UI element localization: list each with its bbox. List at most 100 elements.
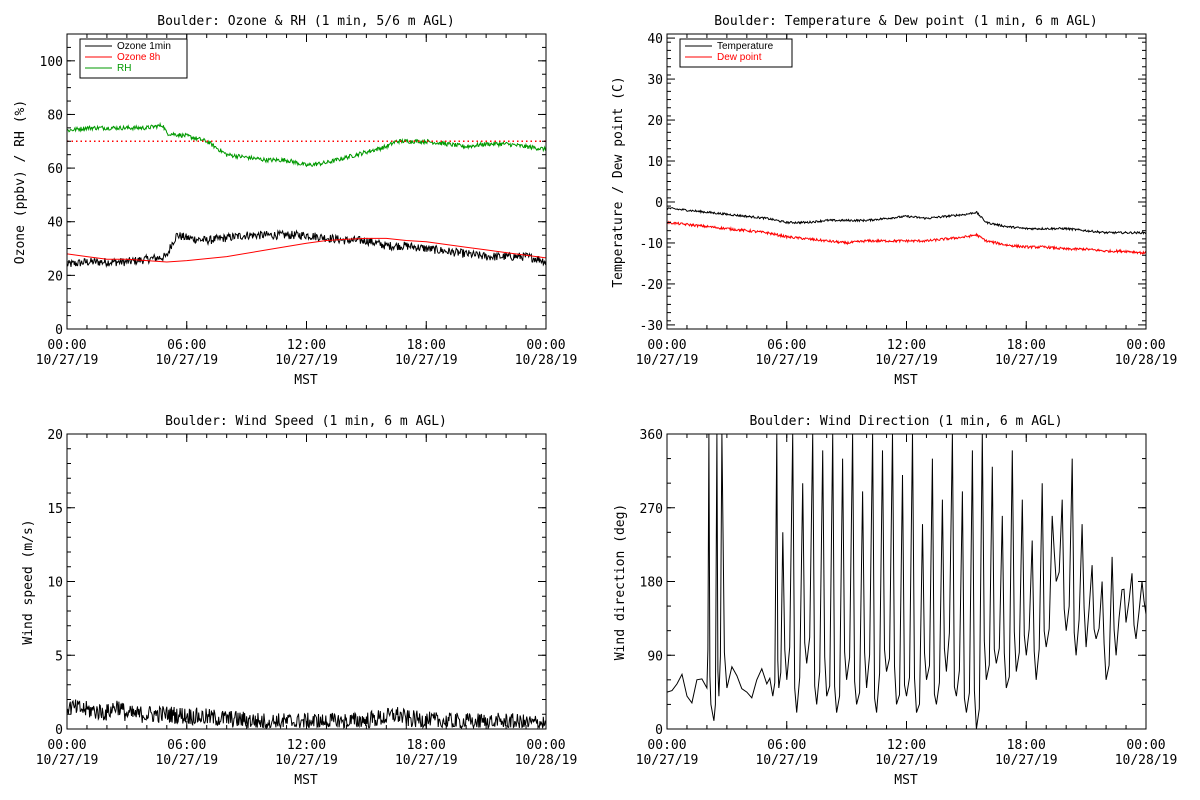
chart-title: Boulder: Wind Direction (1 min, 6 m AGL)	[749, 414, 1062, 429]
y-tick-label: 40	[47, 216, 63, 231]
x-tick-date-label: 10/27/19	[995, 753, 1058, 768]
series-line	[67, 229, 546, 268]
series-group	[667, 434, 1146, 729]
x-tick-date-label: 10/27/19	[155, 353, 218, 368]
x-tick-date-label: 10/27/19	[275, 353, 338, 368]
y-axis-label: Wind direction (deg)	[613, 504, 628, 661]
x-tick-date-label: 10/27/19	[755, 753, 818, 768]
x-tick-label: 12:00	[287, 738, 326, 753]
y-tick-label: 0	[655, 723, 663, 738]
chart-title: Boulder: Ozone & RH (1 min, 5/6 m AGL)	[157, 14, 454, 29]
y-tick-label: 40	[647, 32, 663, 47]
x-tick-label: 00:00	[47, 338, 86, 353]
x-tick-label: 18:00	[1007, 338, 1046, 353]
y-tick-label: 80	[47, 108, 63, 123]
legend-box	[679, 38, 793, 68]
y-tick-label: 0	[655, 196, 663, 211]
x-tick-date-label: 10/27/19	[995, 353, 1058, 368]
x-tick-label: 00:00	[1126, 738, 1165, 753]
x-tick-date-label: 10/27/19	[155, 753, 218, 768]
series-group	[67, 121, 546, 268]
series-group	[667, 207, 1146, 256]
x-tick-label: 12:00	[887, 738, 926, 753]
y-tick-label: 10	[647, 155, 663, 170]
series-line	[67, 237, 546, 263]
y-tick-label: 5	[55, 649, 63, 664]
y-tick-label: -20	[640, 278, 663, 293]
chart-panel-wind-speed: Boulder: Wind Speed (1 min, 6 m AGL) Win…	[21, 414, 577, 788]
legend-entry: Ozone 1min	[117, 41, 171, 52]
y-tick-label: 0	[55, 323, 63, 338]
x-tick-date-label: 10/27/19	[275, 753, 338, 768]
x-tick-label: 00:00	[647, 738, 686, 753]
x-tick-date-label: 10/27/19	[36, 353, 99, 368]
y-tick-label: -30	[640, 319, 663, 334]
legend-entry: RH	[117, 63, 131, 74]
x-tick-date-label: 10/27/19	[395, 753, 458, 768]
chart-panel-wind-direction: Boulder: Wind Direction (1 min, 6 m AGL)…	[613, 414, 1177, 788]
x-tick-label: 12:00	[287, 338, 326, 353]
legend-entry: Ozone 8h	[117, 52, 160, 63]
x-axis-label: MST	[894, 373, 918, 388]
y-tick-label: 360	[640, 428, 663, 443]
y-tick-label: 20	[47, 428, 63, 443]
x-axis-label: MST	[294, 373, 318, 388]
chart-title: Boulder: Wind Speed (1 min, 6 m AGL)	[165, 414, 447, 429]
x-tick-label: 12:00	[887, 338, 926, 353]
series-line	[667, 220, 1146, 256]
x-tick-label: 00:00	[47, 738, 86, 753]
x-tick-date-label: 10/27/19	[395, 353, 458, 368]
x-tick-label: 06:00	[767, 338, 806, 353]
chart-panel-ozone-rh: Boulder: Ozone & RH (1 min, 5/6 m AGL) O…	[13, 14, 577, 388]
x-tick-date-label: 10/28/19	[515, 353, 578, 368]
y-tick-label: -10	[640, 237, 663, 252]
series-line	[667, 434, 1146, 729]
x-tick-date-label: 10/27/19	[875, 753, 938, 768]
x-tick-date-label: 10/27/19	[636, 753, 699, 768]
plot-area: 0510152000:0010/27/1906:0010/27/1912:001…	[36, 428, 578, 768]
y-tick-label: 270	[640, 502, 663, 517]
y-tick-label: 20	[47, 269, 63, 284]
x-tick-label: 18:00	[407, 738, 446, 753]
x-axis-label: MST	[894, 773, 918, 788]
chart-title: Boulder: Temperature & Dew point (1 min,…	[714, 14, 1098, 29]
y-tick-label: 30	[647, 73, 663, 88]
x-tick-label: 06:00	[167, 738, 206, 753]
x-tick-label: 00:00	[526, 338, 565, 353]
legend-entry: Dew point	[717, 52, 762, 63]
x-tick-label: 06:00	[167, 338, 206, 353]
x-tick-date-label: 10/27/19	[755, 353, 818, 368]
y-tick-label: 0	[55, 723, 63, 738]
y-tick-label: 180	[640, 576, 663, 591]
x-tick-label: 00:00	[1126, 338, 1165, 353]
plot-area: 02040608010000:0010/27/1906:0010/27/1912…	[36, 33, 578, 368]
plot-area: 09018027036000:0010/27/1906:0010/27/1912…	[636, 428, 1178, 768]
legend-entry: Temperature	[717, 41, 774, 52]
x-tick-date-label: 10/28/19	[1115, 753, 1178, 768]
y-tick-label: 100	[40, 55, 63, 70]
x-tick-label: 18:00	[1007, 738, 1046, 753]
x-axis-label: MST	[294, 773, 318, 788]
x-tick-date-label: 10/28/19	[515, 753, 578, 768]
y-axis-label: Temperature / Dew point (C)	[611, 76, 626, 287]
y-tick-label: 10	[47, 576, 63, 591]
y-tick-label: 90	[647, 649, 663, 664]
x-tick-date-label: 10/28/19	[1115, 353, 1178, 368]
x-tick-date-label: 10/27/19	[36, 753, 99, 768]
chart-panel-temperature-dewpoint: Boulder: Temperature & Dew point (1 min,…	[611, 14, 1177, 388]
y-tick-label: 20	[647, 114, 663, 129]
x-tick-date-label: 10/27/19	[636, 353, 699, 368]
y-tick-label: 15	[47, 502, 63, 517]
series-line	[67, 121, 546, 168]
y-axis-label: Wind speed (m/s)	[21, 519, 36, 644]
y-tick-label: 60	[47, 162, 63, 177]
y-axis-label: Ozone (ppbv) / RH (%)	[13, 100, 28, 264]
x-tick-label: 06:00	[767, 738, 806, 753]
x-tick-date-label: 10/27/19	[875, 353, 938, 368]
plot-area: -30-20-1001020304000:0010/27/1906:0010/2…	[636, 32, 1178, 368]
x-tick-label: 18:00	[407, 338, 446, 353]
x-tick-label: 00:00	[526, 738, 565, 753]
